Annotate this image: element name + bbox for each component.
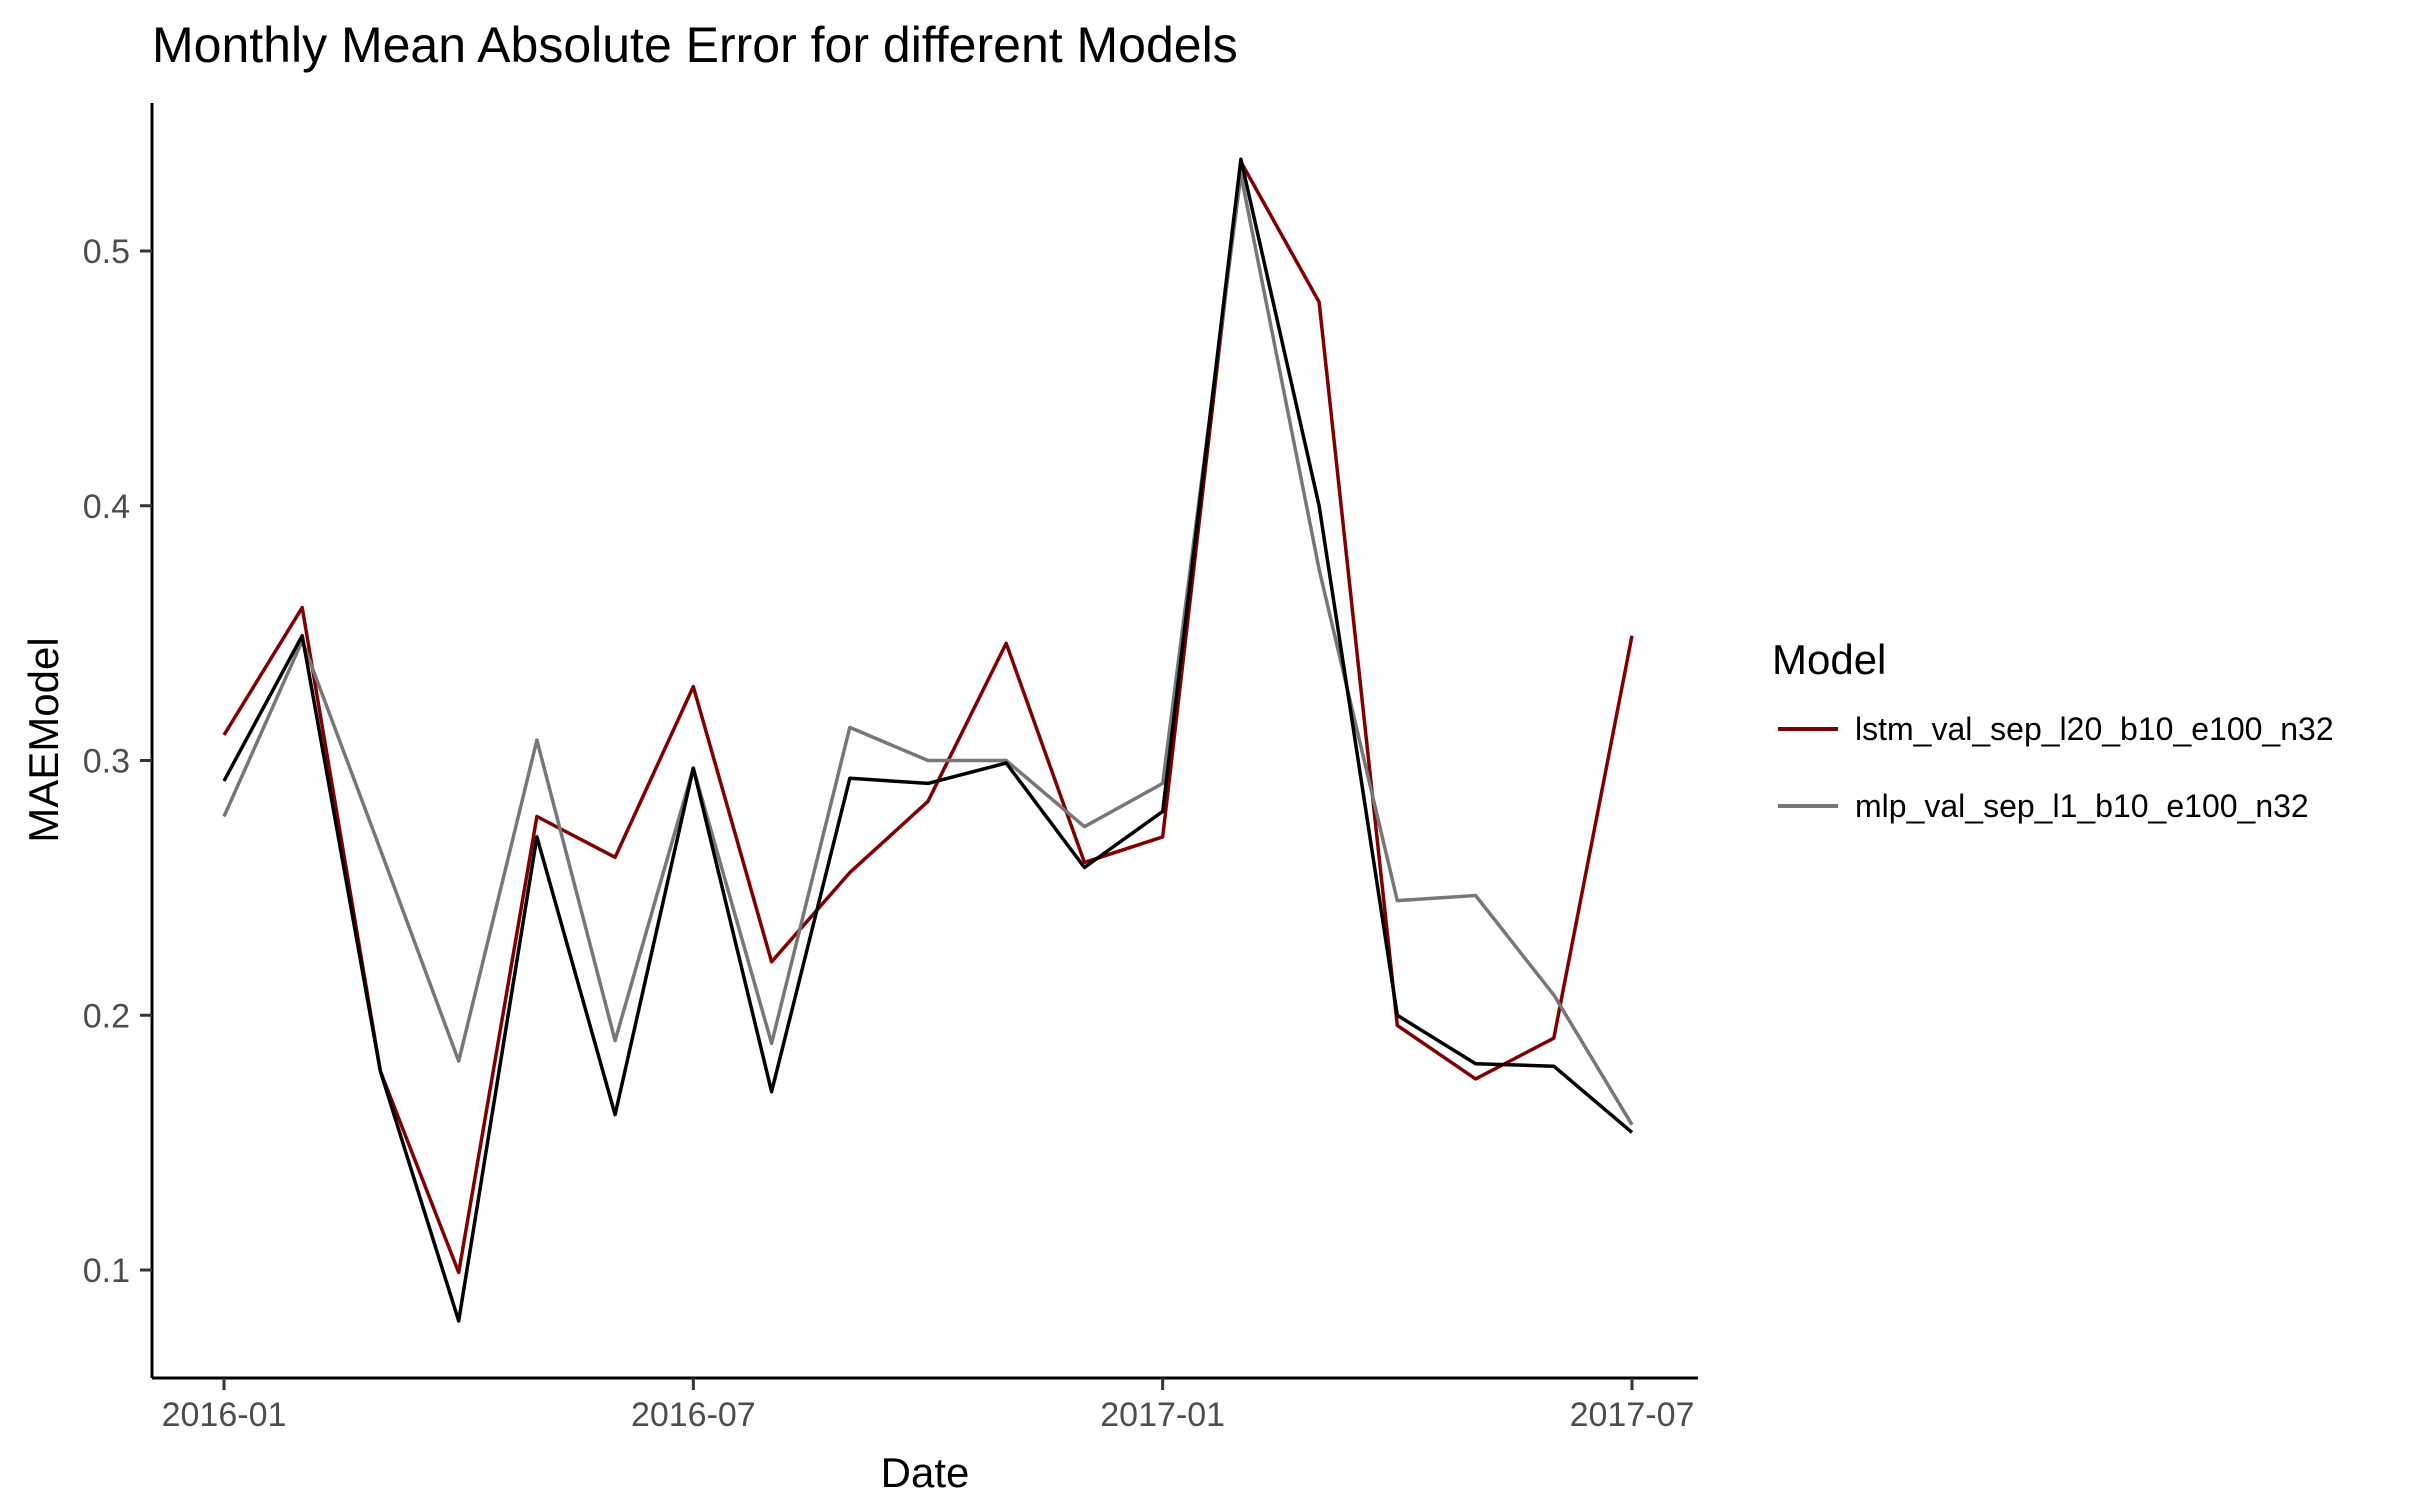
- y-axis-title: MAEModel: [20, 637, 67, 842]
- x-axis-title: Date: [881, 1449, 970, 1494]
- y-tick-label: 0.5: [83, 233, 130, 271]
- x-tick-label: 2017-01: [1100, 1396, 1225, 1434]
- x-axis-ticks: 2016-01 2016-07 2017-01 2017-07: [162, 1378, 1695, 1434]
- chart-title: Monthly Mean Absolute Error for differen…: [152, 17, 1238, 73]
- y-tick-label: 0.4: [83, 488, 130, 526]
- y-tick-label: 0.2: [83, 997, 130, 1035]
- y-tick-label: 0.1: [83, 1252, 130, 1290]
- x-tick-label: 2016-07: [631, 1396, 756, 1434]
- series-line-0: [222, 160, 1634, 1275]
- series-line-2: [222, 157, 1634, 1323]
- legend-label-0: lstm_val_sep_l20_b10_e100_n32: [1855, 711, 2334, 747]
- legend-title: Model: [1772, 636, 1886, 683]
- series-line-1: [222, 172, 1634, 1126]
- plot-lines: [222, 157, 1634, 1323]
- legend: Model lstm_val_sep_l20_b10_e100_n32 mlp_v…: [1772, 636, 2334, 824]
- x-tick-label: 2016-01: [162, 1396, 287, 1434]
- y-tick-label: 0.3: [83, 743, 130, 781]
- legend-label-1: mlp_val_sep_l1_b10_e100_n32: [1855, 788, 2309, 824]
- x-tick-label: 2017-07: [1570, 1396, 1695, 1434]
- y-axis-ticks: 0.1 0.2 0.3 0.4 0.5: [83, 233, 152, 1290]
